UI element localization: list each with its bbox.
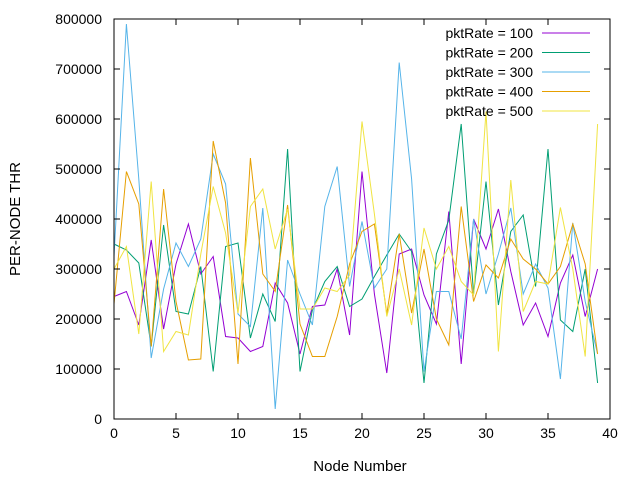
y-tick-label: 500000 bbox=[55, 161, 102, 177]
legend-label-5: pktRate = 500 bbox=[445, 103, 533, 119]
y-tick-label: 0 bbox=[94, 411, 102, 427]
legend-label-3: pktRate = 300 bbox=[445, 64, 533, 80]
x-axis-label: Node Number bbox=[313, 458, 406, 475]
x-tick-label: 0 bbox=[110, 425, 118, 441]
y-tick-label: 300000 bbox=[55, 261, 102, 277]
y-tick-label: 800000 bbox=[55, 11, 102, 27]
y-tick-label: 100000 bbox=[55, 361, 102, 377]
legend-label-1: pktRate = 100 bbox=[445, 25, 533, 41]
y-tick-label: 400000 bbox=[55, 211, 102, 227]
legend-label-4: pktRate = 400 bbox=[445, 84, 533, 100]
series-line-2 bbox=[113, 123, 599, 384]
series-line-5 bbox=[113, 111, 599, 357]
y-tick-label: 700000 bbox=[55, 61, 102, 77]
legend: pktRate = 100 pktRate = 200 pktRate = 300 p… bbox=[445, 25, 590, 119]
x-tick-label: 5 bbox=[172, 425, 180, 441]
x-tick-label: 15 bbox=[292, 425, 308, 441]
y-tick-label: 200000 bbox=[55, 311, 102, 327]
ticks-layer: 0 5 10 15 20 25 30 35 40 0 100000 200000 300000 40000… bbox=[55, 11, 618, 441]
x-tick-label: 30 bbox=[478, 425, 494, 441]
x-tick-label: 35 bbox=[540, 425, 556, 441]
series-layer bbox=[113, 23, 599, 410]
y-tick-label: 600000 bbox=[55, 111, 102, 127]
legend-label-2: pktRate = 200 bbox=[445, 45, 533, 61]
x-tick-label: 25 bbox=[416, 425, 432, 441]
x-tick-label: 40 bbox=[602, 425, 618, 441]
x-tick-label: 20 bbox=[354, 425, 370, 441]
x-tick-label: 10 bbox=[230, 425, 246, 441]
y-axis-label: PER-NODE THR bbox=[7, 162, 24, 276]
